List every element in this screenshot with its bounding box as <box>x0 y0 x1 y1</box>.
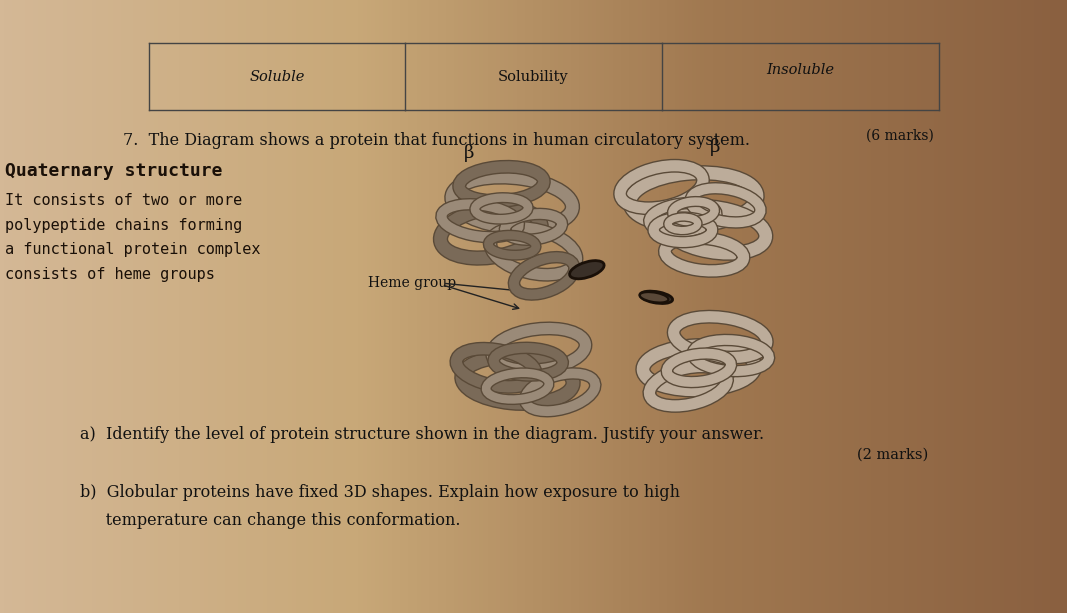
Text: a functional protein complex: a functional protein complex <box>5 242 260 257</box>
Text: a)  Identify the level of protein structure shown in the diagram. Justify your a: a) Identify the level of protein structu… <box>80 426 764 443</box>
Ellipse shape <box>640 291 672 303</box>
Ellipse shape <box>640 292 668 303</box>
Text: Soluble: Soluble <box>250 70 305 83</box>
Text: polypeptide chains forming: polypeptide chains forming <box>5 218 242 232</box>
Text: β: β <box>710 138 720 156</box>
Text: (6 marks): (6 marks) <box>865 129 934 143</box>
Text: 7.  The Diagram shows a protein that functions in human circulatory system.: 7. The Diagram shows a protein that func… <box>123 132 750 149</box>
Text: α: α <box>719 377 732 395</box>
Text: Insoluble: Insoluble <box>766 64 834 77</box>
Text: b)  Globular proteins have fixed 3D shapes. Explain how exposure to high: b) Globular proteins have fixed 3D shape… <box>80 484 680 501</box>
Text: temperature can change this conformation.: temperature can change this conformation… <box>80 512 461 529</box>
Text: Quaternary structure: Quaternary structure <box>5 162 223 180</box>
Text: Solubility: Solubility <box>498 70 569 83</box>
Text: β: β <box>464 144 475 162</box>
Text: consists of heme groups: consists of heme groups <box>5 267 216 281</box>
Text: (2 marks): (2 marks) <box>857 447 928 462</box>
Text: Heme group: Heme group <box>368 276 457 290</box>
Text: It consists of two or more: It consists of two or more <box>5 193 242 208</box>
Ellipse shape <box>570 261 604 279</box>
Text: α: α <box>484 389 497 408</box>
